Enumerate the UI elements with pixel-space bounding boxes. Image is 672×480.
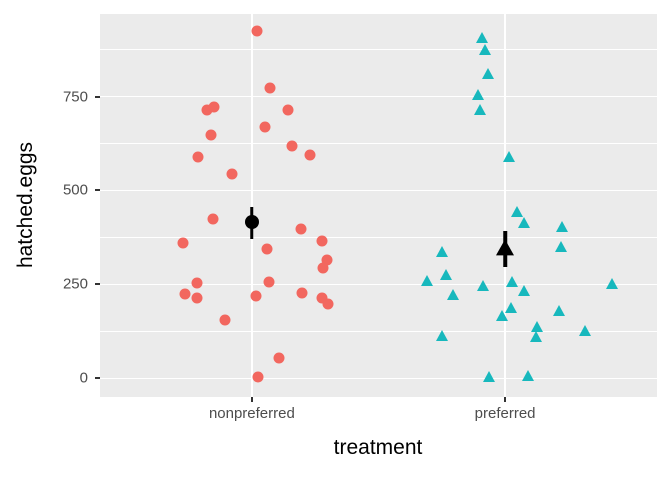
mean-marker [244, 215, 259, 230]
major-gridline-x [251, 14, 253, 397]
x-tick-label: nonpreferred [208, 405, 295, 422]
data-point [506, 276, 519, 288]
data-point [496, 310, 509, 322]
data-point [316, 292, 328, 304]
data-point [553, 305, 566, 317]
data-point [436, 246, 449, 258]
data-point [606, 278, 619, 290]
data-point [263, 276, 275, 288]
data-point [201, 104, 213, 116]
data-point [472, 88, 485, 100]
data-point [555, 240, 568, 252]
data-point [322, 298, 334, 310]
data-point [476, 32, 489, 44]
data-point [477, 280, 490, 292]
data-point [317, 262, 329, 274]
major-gridline [100, 95, 657, 98]
data-point [436, 330, 449, 342]
data-point [321, 254, 333, 266]
y-axis-tick [95, 95, 100, 98]
data-point [208, 101, 220, 113]
x-tick-label: preferred [474, 405, 536, 422]
data-point [191, 277, 203, 289]
data-point [447, 288, 460, 300]
data-point [250, 290, 262, 302]
data-point [205, 129, 217, 141]
data-point [177, 237, 189, 249]
y-tick-label: 0 [79, 369, 88, 387]
data-point [273, 352, 285, 364]
data-point [226, 168, 238, 180]
data-point [530, 331, 543, 343]
data-point [474, 103, 487, 115]
data-point [295, 223, 307, 235]
data-point [518, 216, 531, 228]
data-point [251, 25, 263, 37]
data-point [179, 288, 191, 300]
data-point [511, 205, 524, 217]
data-point [479, 44, 492, 56]
data-point [286, 140, 298, 152]
x-axis-title: treatment [333, 436, 423, 459]
data-point [261, 243, 273, 255]
y-axis-tick [95, 377, 100, 380]
minor-gridline [100, 143, 657, 145]
data-point [316, 235, 328, 247]
data-point [219, 314, 231, 326]
data-point [483, 371, 496, 383]
data-point [440, 269, 453, 281]
data-point [531, 321, 544, 333]
data-point [304, 149, 316, 161]
y-tick-label: 750 [62, 88, 88, 106]
mean-marker [496, 239, 515, 256]
data-point [264, 82, 276, 94]
y-axis-title: hatched.eggs [14, 141, 37, 269]
y-tick-label: 250 [62, 275, 88, 293]
data-point [259, 121, 271, 133]
data-point [192, 151, 204, 163]
minor-gridline [100, 49, 657, 51]
data-point [252, 371, 264, 383]
data-point [482, 68, 495, 80]
data-point [522, 370, 535, 382]
y-axis-tick [95, 189, 100, 192]
minor-gridline [100, 330, 657, 332]
data-point [207, 213, 219, 225]
data-point [556, 220, 569, 232]
data-point [579, 325, 592, 337]
data-point [282, 104, 294, 116]
plot-panel [100, 14, 657, 397]
minor-gridline [100, 237, 657, 238]
data-point [503, 150, 516, 162]
data-point [505, 302, 518, 314]
y-tick-label: 500 [62, 181, 88, 199]
x-axis-tick [504, 397, 507, 402]
data-point [191, 292, 203, 304]
major-gridline [100, 377, 657, 379]
data-point [296, 287, 308, 299]
y-axis-tick [95, 283, 100, 286]
data-point [421, 275, 434, 287]
major-gridline-x [504, 14, 506, 397]
major-gridline [100, 283, 657, 286]
data-point [518, 285, 531, 297]
major-gridline [100, 189, 657, 192]
x-axis-tick [250, 397, 253, 402]
